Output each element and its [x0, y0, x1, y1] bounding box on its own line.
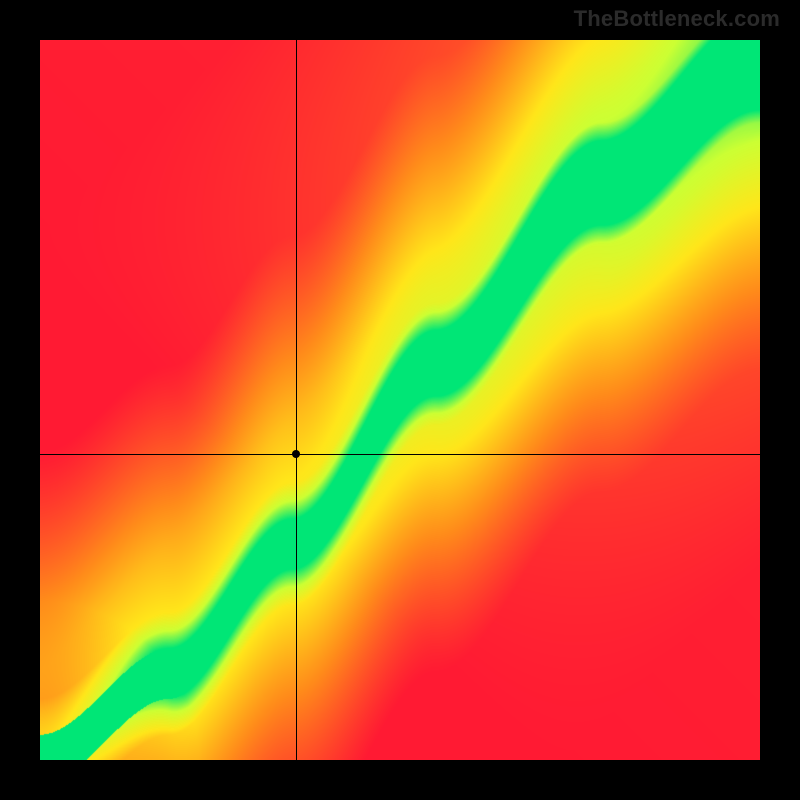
- crosshair-marker: [292, 450, 300, 458]
- watermark-text: TheBottleneck.com: [574, 6, 780, 32]
- crosshair-horizontal: [40, 454, 760, 455]
- figure-container: TheBottleneck.com: [0, 0, 800, 800]
- crosshair-vertical: [296, 40, 297, 760]
- plot-area: [40, 40, 760, 760]
- heatmap-canvas: [40, 40, 760, 760]
